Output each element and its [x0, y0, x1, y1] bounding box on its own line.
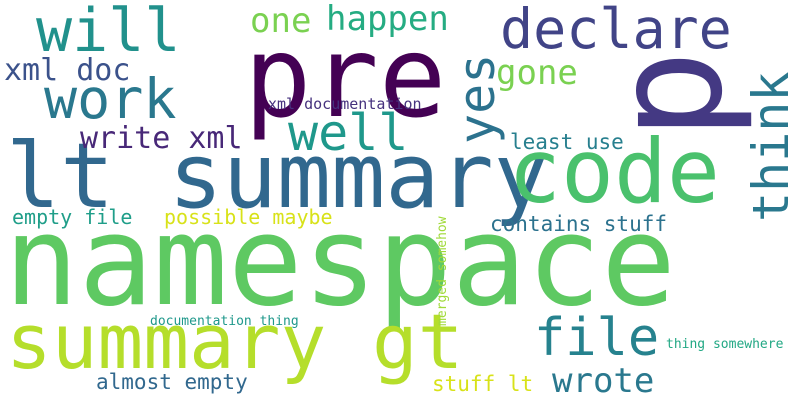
word-happen: happen: [326, 0, 449, 39]
word-least-use: least use: [510, 130, 624, 154]
word-empty-file: empty file: [12, 205, 133, 229]
word-merged-somehow: merged somehow: [435, 216, 450, 326]
word-almost-empty: almost empty: [96, 370, 248, 394]
word-namespace: namespace: [4, 190, 676, 334]
word-contains-stuff: contains stuff: [490, 212, 668, 236]
word-work: work: [44, 67, 177, 131]
word-summary-gt: summary gt: [6, 297, 464, 386]
word-thing-somewhere: thing somewhere: [666, 337, 784, 352]
word-gone: gone: [496, 53, 578, 93]
word-think: think: [742, 71, 800, 222]
word-xml-doc: xml doc: [4, 53, 131, 88]
word-code: code: [508, 120, 720, 223]
word-yes: yes: [448, 53, 506, 144]
word-wrote: wrote: [552, 361, 655, 400]
word-write-xml: write xml: [80, 121, 243, 156]
word-will: will: [36, 0, 181, 66]
word-pre: pre: [244, 13, 447, 143]
word-lt-summary: lt summary: [6, 124, 548, 229]
word-documentation-thing: documentation thing: [150, 314, 299, 329]
word-declare: declare: [500, 0, 732, 61]
word-stuff-lt: stuff lt: [432, 372, 534, 396]
word-well: well: [288, 104, 409, 162]
word-one: one: [250, 1, 312, 41]
word-xml-documentation: xml documentation: [268, 95, 422, 113]
word-possible-maybe: possible maybe: [164, 205, 333, 229]
word-file: file: [534, 308, 660, 368]
